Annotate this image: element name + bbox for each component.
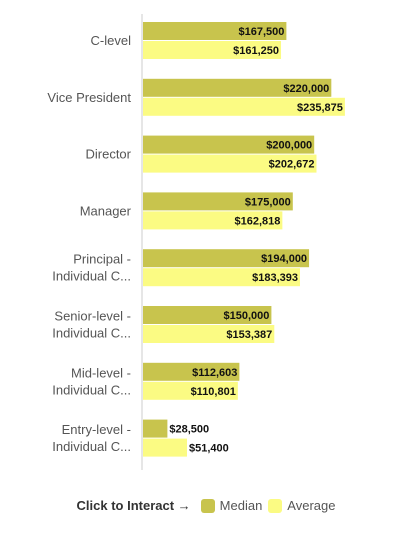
data-label-median: $175,000 xyxy=(245,196,291,208)
bar-average[interactable] xyxy=(143,41,282,59)
category-label: Entry-level -Individual C... xyxy=(52,422,131,454)
bar-average[interactable] xyxy=(143,211,283,230)
legend-item-median[interactable]: Median xyxy=(200,498,263,513)
bar-average[interactable] xyxy=(143,268,300,287)
legend-swatch-median xyxy=(200,498,215,513)
data-label-average: $161,250 xyxy=(233,45,279,57)
data-label-median: $167,500 xyxy=(238,26,284,38)
data-label-average: $162,818 xyxy=(234,215,280,227)
bar-median[interactable] xyxy=(143,192,293,211)
legend: Click to Interact → Median Average xyxy=(0,498,412,513)
data-label-average: $153,387 xyxy=(226,329,272,341)
legend-item-average[interactable]: Average xyxy=(268,498,335,513)
bar-median[interactable] xyxy=(143,306,272,324)
data-label-median: $194,000 xyxy=(261,253,307,265)
bar-median[interactable] xyxy=(143,78,332,97)
bar-average[interactable] xyxy=(143,325,275,343)
data-label-average: $235,875 xyxy=(297,102,343,114)
category-label: Mid-level -Individual C... xyxy=(52,365,131,397)
data-label-median: $28,500 xyxy=(169,424,209,436)
legend-swatch-average xyxy=(268,498,283,513)
bar-average[interactable] xyxy=(143,154,317,173)
data-label-average: $51,400 xyxy=(189,443,229,455)
data-label-median: $150,000 xyxy=(224,310,270,322)
bar-average[interactable] xyxy=(143,97,345,116)
legend-label-average: Average xyxy=(287,498,336,513)
bar-median[interactable] xyxy=(143,419,168,438)
data-label-median: $200,000 xyxy=(266,140,312,152)
data-label-median: $220,000 xyxy=(283,83,329,95)
bar-average[interactable] xyxy=(143,381,238,400)
data-label-average: $202,672 xyxy=(269,159,315,171)
category-label: Principal -Individual C... xyxy=(52,252,131,284)
legend-cta: Click to Interact → xyxy=(76,498,191,513)
data-label-average: $183,393 xyxy=(252,272,298,284)
bar-median[interactable] xyxy=(143,249,310,268)
bar-median[interactable] xyxy=(143,362,240,381)
bar-average[interactable] xyxy=(143,438,187,457)
legend-label-median: Median xyxy=(219,498,263,513)
category-label: Manager xyxy=(80,203,132,218)
category-label: C-level xyxy=(91,33,132,48)
bar-median[interactable] xyxy=(143,22,287,40)
data-label-average: $110,801 xyxy=(191,386,236,398)
category-label: Director xyxy=(85,147,131,162)
bar-median[interactable] xyxy=(143,135,315,154)
data-label-median: $112,603 xyxy=(192,367,237,379)
category-label: Vice President xyxy=(47,90,131,105)
category-label: Senior-level -Individual C... xyxy=(52,309,131,341)
